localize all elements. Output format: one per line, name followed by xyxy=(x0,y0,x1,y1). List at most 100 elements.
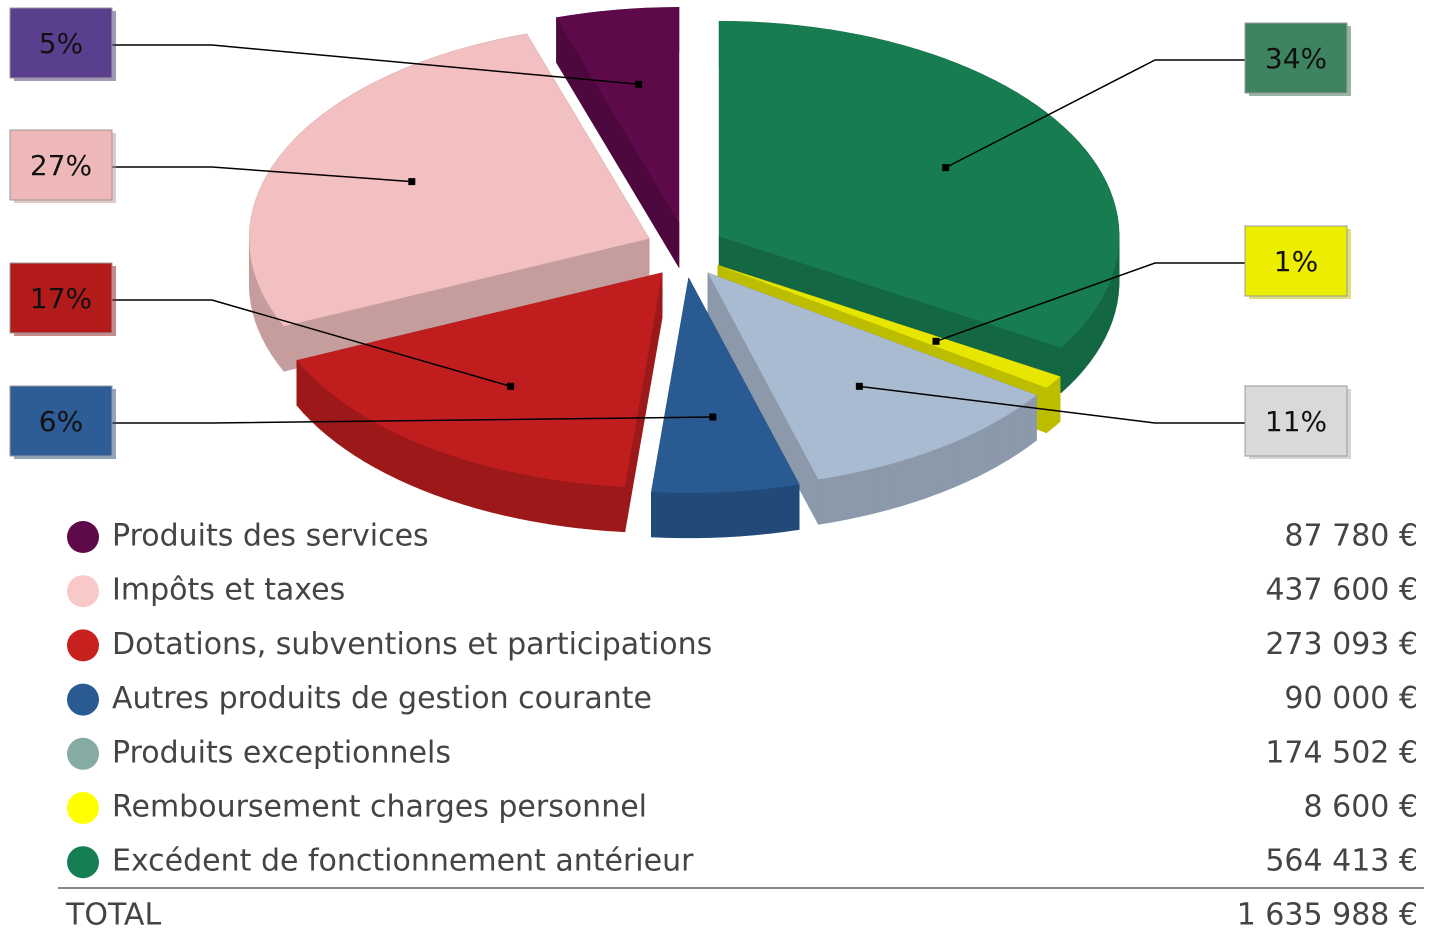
legend-dot xyxy=(67,792,99,824)
slice-top xyxy=(719,21,1120,348)
legend-label: Excédent de fonctionnement antérieur xyxy=(112,844,694,879)
leader-line xyxy=(112,416,713,424)
slice-side xyxy=(1104,284,1110,338)
slice-side xyxy=(1112,267,1116,321)
slice-side xyxy=(1076,324,1084,379)
slice-side xyxy=(262,293,268,348)
slice-side xyxy=(987,420,999,472)
slice-side xyxy=(902,456,916,507)
slice-side xyxy=(651,491,667,538)
slice-side xyxy=(489,466,505,516)
slice-side xyxy=(503,469,519,519)
slice-side xyxy=(375,422,388,475)
slice-side xyxy=(354,409,366,463)
leader-dot xyxy=(408,178,416,186)
legend-dot xyxy=(67,629,99,662)
slice-side xyxy=(952,436,966,489)
leader-line xyxy=(112,299,511,388)
label-box xyxy=(1244,385,1348,457)
slice-side xyxy=(1108,275,1113,330)
slice-top xyxy=(249,33,650,327)
slice-side xyxy=(1061,339,1070,394)
slice-side xyxy=(832,473,848,523)
slice-side xyxy=(364,416,376,469)
slice-side xyxy=(344,403,356,456)
slice-side xyxy=(258,285,263,339)
leader-dot xyxy=(932,337,940,345)
slice-side xyxy=(422,444,436,496)
slice-side xyxy=(1008,407,1019,461)
legend-dot xyxy=(67,575,99,608)
slice-side xyxy=(1100,292,1106,346)
slice-side xyxy=(1055,375,1061,427)
slice-side xyxy=(1095,299,1102,355)
slice-side xyxy=(725,490,742,538)
slice-side xyxy=(928,447,942,498)
slice-side xyxy=(755,488,771,536)
legend-label: Remboursement charges personnel xyxy=(112,790,647,825)
slice-side xyxy=(475,462,490,513)
legend-amount: 8 600 € xyxy=(1303,790,1418,825)
slice-side xyxy=(769,486,786,534)
legend-label: Produits des services xyxy=(112,519,429,554)
slice-side xyxy=(1027,394,1037,448)
slice-side xyxy=(665,492,682,539)
slice xyxy=(296,272,663,533)
slice xyxy=(248,32,650,373)
slice-side xyxy=(318,382,328,436)
slice-side xyxy=(252,268,256,323)
legend-label: Dotations, subventions et participations xyxy=(112,627,712,662)
label-box xyxy=(9,385,113,457)
leader-dot xyxy=(635,80,643,88)
value-label: 1% xyxy=(1274,245,1318,278)
leader-dot xyxy=(507,382,515,390)
legend-amount: 437 600 € xyxy=(1265,573,1418,608)
legend-amount: 87 780 € xyxy=(1284,519,1418,554)
legend-label: Autres produits de gestion courante xyxy=(112,681,652,716)
slice-side xyxy=(386,428,399,480)
slice-side xyxy=(461,458,476,509)
total-label: TOTAL xyxy=(65,898,161,931)
slice-side xyxy=(1050,379,1057,430)
slice-top xyxy=(717,265,1061,388)
slice-side xyxy=(1089,307,1096,363)
slice-side xyxy=(695,492,712,539)
legend-dot xyxy=(67,683,99,716)
slice-side xyxy=(255,276,260,331)
leader-line xyxy=(859,385,1245,424)
legend-label: Produits exceptionnels xyxy=(112,735,451,770)
slice-side xyxy=(448,454,463,505)
slice-side xyxy=(680,492,697,539)
slice-side xyxy=(1069,331,1078,386)
leader-line xyxy=(112,44,639,86)
leader-line xyxy=(945,59,1245,169)
legend-dot xyxy=(67,521,99,553)
slice-side xyxy=(846,470,862,520)
slice-side xyxy=(547,478,564,527)
slice-side xyxy=(1083,316,1091,371)
total-amount: 1 635 988 € xyxy=(1237,898,1418,931)
label-box xyxy=(9,262,113,334)
leader-dot xyxy=(855,382,863,390)
slice-side xyxy=(1046,383,1052,434)
slice-side xyxy=(326,389,336,443)
slice-side xyxy=(277,317,285,373)
slice-side xyxy=(784,484,800,532)
slice-side xyxy=(310,374,319,429)
label-box xyxy=(1244,225,1348,297)
slice-side xyxy=(964,431,977,483)
slice-side xyxy=(296,359,304,414)
slice-side xyxy=(888,460,903,510)
slice-side xyxy=(1017,401,1028,454)
slice-side xyxy=(398,433,411,486)
legend-label: Impôts et taxes xyxy=(112,573,345,608)
value-label: 27% xyxy=(30,149,92,182)
value-label: 34% xyxy=(1265,42,1327,75)
legend-amount: 564 413 € xyxy=(1265,844,1418,879)
slice-side xyxy=(609,485,626,533)
slice-side xyxy=(997,414,1009,467)
slice-side xyxy=(976,425,988,478)
slice-side xyxy=(435,449,449,500)
slice-side xyxy=(532,475,549,525)
